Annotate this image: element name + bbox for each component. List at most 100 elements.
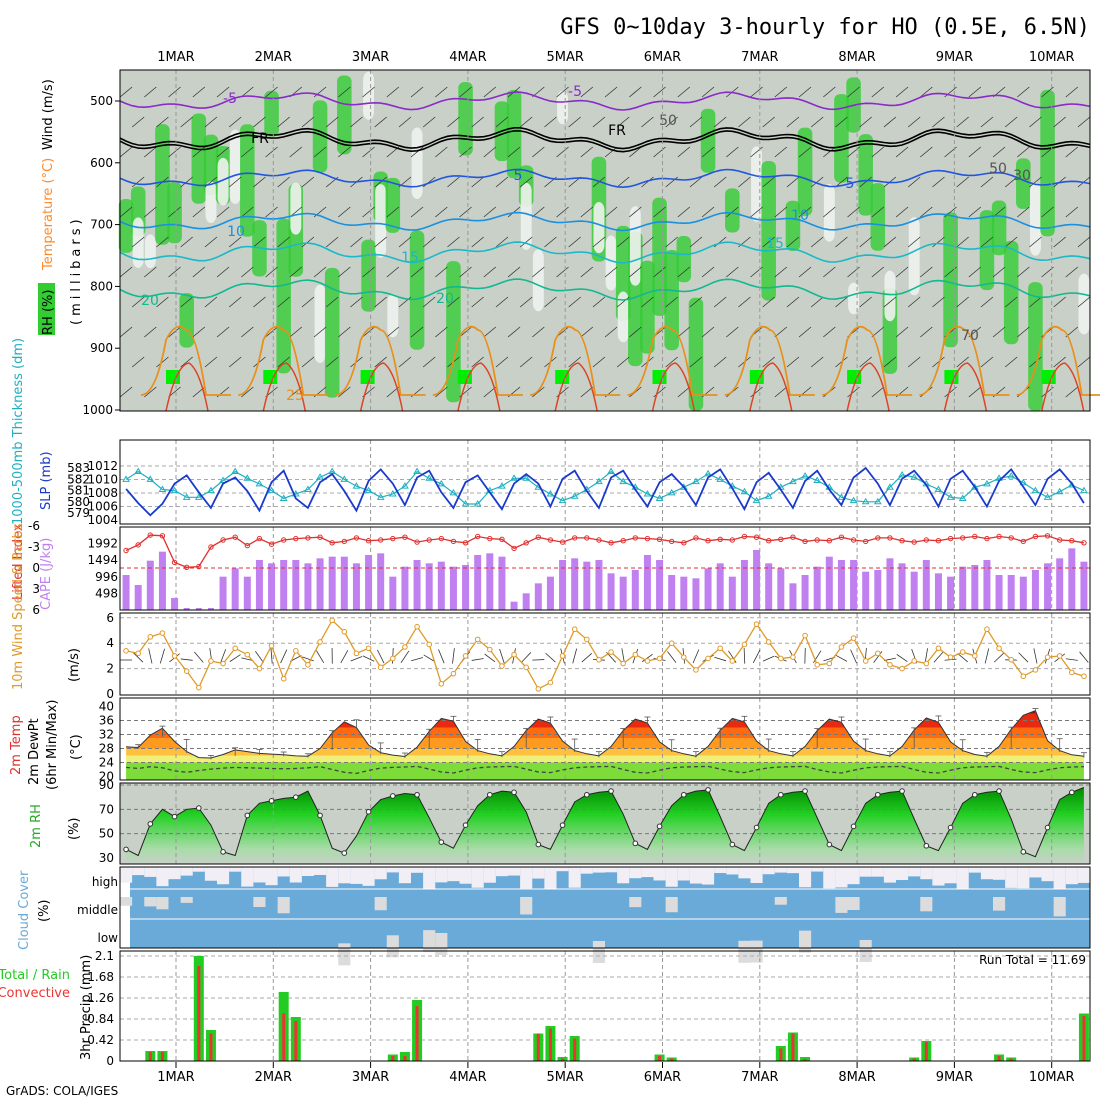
wind-barb xyxy=(194,651,204,663)
thickness-tick-label: 580 xyxy=(67,495,90,509)
wind-barb xyxy=(677,266,691,278)
wind-barb xyxy=(313,326,327,338)
wind-barb xyxy=(762,655,775,662)
high-cloud-gap xyxy=(338,867,351,884)
lifted-index-point xyxy=(765,538,772,544)
cape-bar xyxy=(122,575,130,610)
cape-tick-label: 996 xyxy=(95,570,118,584)
high-cloud-gap xyxy=(253,867,266,883)
lifted-index-point xyxy=(826,538,833,544)
wind-barb xyxy=(895,266,909,278)
temperature-contour xyxy=(846,362,890,412)
rh-saturated-spot xyxy=(360,370,375,384)
wind-barb xyxy=(447,296,460,308)
lifted-index-point xyxy=(511,545,517,552)
wind-barb xyxy=(859,116,872,128)
cape-bar xyxy=(146,560,154,610)
low-cloud-gap xyxy=(738,940,751,963)
wind-speed-point xyxy=(1069,669,1075,676)
wind-barb xyxy=(192,206,206,218)
wind-barb xyxy=(156,296,169,308)
rh-point xyxy=(778,791,784,798)
rh-point xyxy=(826,841,833,848)
wind-speed-point xyxy=(523,664,529,671)
lifted-index-point xyxy=(523,540,529,546)
wind-barb xyxy=(277,176,290,188)
wind-barb xyxy=(447,176,460,188)
wind-barb xyxy=(1053,236,1066,248)
wind-speed-point xyxy=(220,660,226,667)
wind-speed-point xyxy=(474,636,481,643)
wind-barb xyxy=(743,648,746,664)
wind-barb xyxy=(568,236,581,248)
wind-barb xyxy=(580,206,594,218)
contour-label: 15 xyxy=(401,250,419,266)
middle-cloud-gap xyxy=(120,897,133,906)
wind-barb xyxy=(813,650,822,664)
rh-dry-region xyxy=(605,235,617,291)
contour-line xyxy=(119,130,1091,153)
low-cloud-gap xyxy=(423,930,436,953)
rh-dry-region xyxy=(532,249,544,312)
lifted-index-point xyxy=(208,544,214,550)
wind-barb xyxy=(253,176,266,188)
panel-frame xyxy=(119,697,1091,781)
cape-bar xyxy=(692,578,700,610)
wind-barb xyxy=(572,648,578,664)
cape-bar xyxy=(571,558,579,610)
wind-barb xyxy=(653,266,666,278)
temperature-contour xyxy=(554,362,598,412)
wind-speed-point xyxy=(305,661,311,668)
wind-speed-point xyxy=(293,648,299,654)
wind-barb xyxy=(435,86,448,98)
wind-speed-point xyxy=(596,656,602,663)
wind-barb xyxy=(616,116,630,128)
relative-humidity-panel: 30 50 70 90 xyxy=(99,778,1091,865)
bottom-date-label: 6MAR xyxy=(644,1070,681,1085)
rh-point xyxy=(1069,789,1075,796)
wind-barb xyxy=(168,326,181,338)
wind-barb xyxy=(156,236,169,248)
wind-barb xyxy=(544,296,557,308)
wind-barb xyxy=(253,296,266,308)
lifted-index-point xyxy=(377,537,384,543)
wind-barb xyxy=(1053,296,1066,308)
wind-barb xyxy=(398,236,412,248)
wind-barb xyxy=(810,176,824,188)
wind-barb xyxy=(438,649,445,664)
lifted-index-point xyxy=(959,535,966,541)
y-tick-label: 6 xyxy=(106,611,114,625)
wind-speed-point xyxy=(268,642,275,649)
wind-barb xyxy=(907,296,921,308)
y-tick-label: 600 xyxy=(90,156,113,170)
wind-speed-point xyxy=(681,654,687,660)
high-cloud-gap xyxy=(774,867,787,873)
wind-speed-point xyxy=(208,658,214,664)
wind-barb xyxy=(350,116,363,128)
lifted-index-point xyxy=(171,559,178,566)
wind-barb xyxy=(798,206,812,218)
wind-speed-point xyxy=(729,658,736,664)
cape-bar xyxy=(474,555,482,610)
wind-barb xyxy=(762,236,775,248)
thickness-point xyxy=(231,467,240,475)
wind-barb xyxy=(980,236,994,248)
wind-barb xyxy=(932,176,945,188)
wind-barb xyxy=(726,326,739,338)
slp-tick-label: 1008 xyxy=(87,486,118,500)
top-date-label: 4MAR xyxy=(449,50,486,65)
cape-bar xyxy=(377,553,385,610)
cape-bar xyxy=(862,571,870,610)
wind-barb xyxy=(629,326,642,338)
wind-barb xyxy=(641,653,653,663)
wind-barb xyxy=(1018,652,1029,663)
wind-speed-point xyxy=(862,658,869,664)
precip-panel: Run Total = 11.69 0 0.42 0.84 1.26 1.68 2.1 xyxy=(87,949,1091,1068)
wind-barb xyxy=(350,236,363,248)
wind-barb xyxy=(933,651,944,663)
lifted-index-point xyxy=(887,535,893,541)
cape-bar xyxy=(171,598,179,610)
wind-barb xyxy=(1004,176,1018,188)
y-tick-label: 32 xyxy=(99,728,114,742)
